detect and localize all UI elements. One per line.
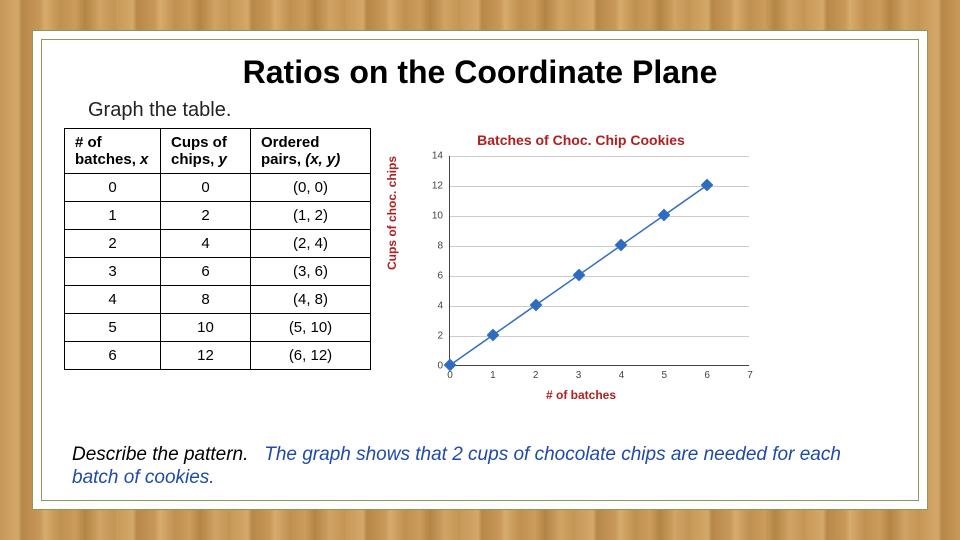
- col-header-pairs: Ordered pairs, (x, y): [251, 129, 371, 174]
- chart-point: [658, 209, 671, 222]
- table-cell: (6, 12): [251, 342, 371, 370]
- chart-point: [444, 359, 457, 372]
- col2-line1: Cups of: [171, 134, 227, 151]
- table-cell: 3: [65, 258, 161, 286]
- table-cell: 2: [65, 230, 161, 258]
- table-row: 12(1, 2): [65, 202, 371, 230]
- chart-gridline: [450, 246, 749, 247]
- chart-ytick: 14: [432, 151, 443, 162]
- table-cell: 4: [161, 230, 251, 258]
- chart-xtick: 2: [533, 370, 539, 381]
- col1-line1: # of: [75, 134, 102, 151]
- chart-ylabel: Cups of choc. chips: [385, 156, 399, 270]
- col2-line2: chips,: [171, 151, 214, 168]
- table-cell: (4, 8): [251, 286, 371, 314]
- table-cell: (5, 10): [251, 314, 371, 342]
- data-table: # of batches, x Cups of chips, y Ordered: [64, 128, 371, 370]
- slide-card: Ratios on the Coordinate Plane Graph the…: [32, 30, 928, 510]
- chart-xtick: 0: [447, 370, 453, 381]
- chart-ytick: 12: [432, 181, 443, 192]
- chart-point: [615, 239, 628, 252]
- chart-point: [572, 269, 585, 282]
- chart-ytick: 2: [437, 331, 443, 342]
- chart-ytick: 4: [437, 301, 443, 312]
- table-cell: (2, 4): [251, 230, 371, 258]
- chart-gridline: [450, 306, 749, 307]
- table-cell: 10: [161, 314, 251, 342]
- slide-title: Ratios on the Coordinate Plane: [62, 54, 898, 91]
- table-row: 612(6, 12): [65, 342, 371, 370]
- chart-ytick: 0: [437, 361, 443, 372]
- chart-point: [529, 299, 542, 312]
- table-cell: (1, 2): [251, 202, 371, 230]
- chart-ytick: 6: [437, 271, 443, 282]
- footer-prompt: Describe the pattern.: [72, 444, 248, 465]
- table-cell: 4: [65, 286, 161, 314]
- col1-var: x: [140, 151, 148, 168]
- table-cell: 0: [161, 174, 251, 202]
- table-cell: 5: [65, 314, 161, 342]
- table-row: 00(0, 0): [65, 174, 371, 202]
- table-row: 510(5, 10): [65, 314, 371, 342]
- chart-xtick: 1: [490, 370, 496, 381]
- table-cell: 6: [65, 342, 161, 370]
- chart-plot-area: 0246810121401234567: [449, 156, 749, 366]
- chart-title: Batches of Choc. Chip Cookies: [391, 132, 771, 148]
- table-cell: 6: [161, 258, 251, 286]
- chart-xtick: 6: [704, 370, 710, 381]
- chart-xtick: 4: [619, 370, 625, 381]
- chart-point: [486, 329, 499, 342]
- chart-ytick: 10: [432, 211, 443, 222]
- col3-var: (x, y): [305, 151, 340, 168]
- col-header-batches: # of batches, x: [65, 129, 161, 174]
- table-cell: 0: [65, 174, 161, 202]
- chart-xtick: 7: [747, 370, 753, 381]
- col3-line2: pairs,: [261, 151, 301, 168]
- chart-gridline: [450, 216, 749, 217]
- table-cell: 2: [161, 202, 251, 230]
- chart-xtick: 3: [576, 370, 582, 381]
- chart-point: [701, 179, 714, 192]
- footer-text: Describe the pattern. The graph shows th…: [72, 443, 878, 491]
- chart-ytick: 8: [437, 241, 443, 252]
- chart-gridline: [450, 156, 749, 157]
- chart-xtick: 5: [662, 370, 668, 381]
- table-cell: 1: [65, 202, 161, 230]
- table-cell: 8: [161, 286, 251, 314]
- col2-var: y: [219, 151, 227, 168]
- table-row: 36(3, 6): [65, 258, 371, 286]
- data-table-wrap: # of batches, x Cups of chips, y Ordered: [64, 128, 371, 370]
- chart-gridline: [450, 276, 749, 277]
- table-row: 24(2, 4): [65, 230, 371, 258]
- table-cell: 12: [161, 342, 251, 370]
- chart: Batches of Choc. Chip Cookies Cups of ch…: [391, 124, 771, 404]
- col3-line1: Ordered: [261, 134, 319, 151]
- table-cell: (0, 0): [251, 174, 371, 202]
- content-row: # of batches, x Cups of chips, y Ordered: [62, 128, 898, 404]
- slide-inner: Ratios on the Coordinate Plane Graph the…: [41, 39, 919, 501]
- slide-subtitle: Graph the table.: [88, 99, 898, 122]
- col1-line2: batches,: [75, 151, 136, 168]
- table-body: 00(0, 0)12(1, 2)24(2, 4)36(3, 6)48(4, 8)…: [65, 174, 371, 370]
- col-header-chips: Cups of chips, y: [161, 129, 251, 174]
- table-row: 48(4, 8): [65, 286, 371, 314]
- table-header-row: # of batches, x Cups of chips, y Ordered: [65, 129, 371, 174]
- table-cell: (3, 6): [251, 258, 371, 286]
- chart-xlabel: # of batches: [391, 388, 771, 402]
